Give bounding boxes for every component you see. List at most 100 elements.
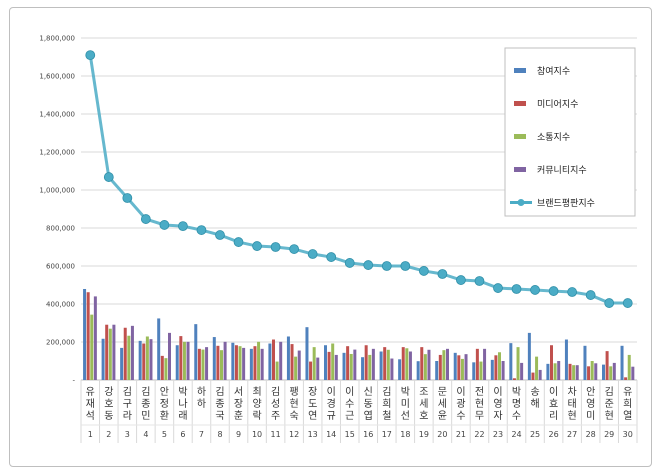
bar-소통지수 (164, 358, 168, 380)
bar-미디어지수 (531, 372, 535, 380)
index-label: 4 (143, 430, 148, 439)
legend-swatch (514, 167, 526, 172)
y-tick-label: 1,200,000 (39, 149, 75, 157)
legend (504, 47, 636, 217)
legend-swatch (514, 68, 526, 73)
bar-소통지수 (423, 354, 427, 380)
bar-미디어지수 (568, 363, 572, 380)
bar-커뮤니티지수 (594, 363, 598, 380)
line-point (233, 237, 244, 247)
bar-소통지수 (553, 363, 557, 380)
bar-참여지수 (361, 357, 365, 380)
bar-참여지수 (286, 336, 290, 380)
line-point (344, 258, 355, 268)
line-point (326, 252, 337, 262)
bar-미디어지수 (383, 347, 387, 380)
line-point (159, 220, 170, 230)
index-label: 25 (530, 430, 540, 439)
legend-swatch (514, 101, 526, 106)
bar-소통지수 (405, 348, 409, 380)
y-tick-label: 1,400,000 (39, 111, 75, 119)
line-point (511, 284, 522, 294)
bar-미디어지수 (550, 345, 553, 380)
index-label: 2 (106, 430, 111, 439)
bar-미디어지수 (438, 354, 442, 380)
bar-미디어지수 (216, 345, 220, 380)
index-label: 7 (199, 430, 204, 439)
bar-미디어지수 (364, 345, 368, 380)
bar-소통지수 (127, 335, 131, 380)
bar-소통지수 (275, 361, 279, 380)
bar-참여지수 (602, 364, 605, 380)
legend-label: 소통지수 (537, 132, 570, 143)
bar-커뮤니티지수 (93, 296, 97, 380)
bar-소통지수 (368, 354, 372, 380)
line-point (140, 214, 151, 224)
index-label: 30 (623, 430, 633, 439)
line-point (178, 221, 188, 232)
index-label: 14 (326, 430, 336, 439)
index-label: 1 (88, 430, 93, 439)
bar-소통지수 (516, 347, 520, 380)
index-label: 16 (363, 430, 373, 439)
bar-미디어지수 (272, 339, 275, 380)
bar-참여지수 (120, 347, 124, 380)
bar-소통지수 (182, 341, 186, 380)
y-tick-label: 1,800,000 (39, 35, 75, 43)
index-label: 28 (586, 430, 596, 439)
bar-참여지수 (490, 359, 494, 380)
index-label: 10 (252, 430, 262, 439)
bar-소통지수 (627, 354, 631, 380)
bar-미디어지수 (86, 292, 90, 380)
index-label: 21 (456, 430, 466, 439)
line-point (85, 50, 96, 60)
bar-미디어지수 (605, 351, 609, 380)
line-point (103, 172, 114, 182)
index-label: 18 (400, 430, 410, 439)
bar-미디어지수 (290, 344, 294, 380)
bar-미디어지수 (346, 346, 350, 380)
index-label: 12 (289, 430, 299, 439)
bar-커뮤니티지수 (371, 348, 375, 380)
bar-커뮤니티지수 (612, 362, 616, 380)
bar-소통지수 (108, 328, 112, 380)
bar-참여지수 (342, 352, 346, 380)
bar-커뮤니티지수 (464, 354, 468, 380)
bar-커뮤니티지수 (631, 366, 635, 380)
bar-소통지수 (294, 356, 298, 380)
line-point (307, 249, 318, 259)
bar-소통지수 (257, 341, 261, 380)
bar-커뮤니티지수 (186, 341, 190, 380)
bar-미디어지수 (105, 324, 109, 380)
bar-참여지수 (564, 339, 568, 380)
bar-미디어지수 (309, 361, 313, 380)
bar-미디어지수 (142, 343, 146, 380)
legend-label: 참여지수 (537, 65, 570, 77)
y-tick-label: 1,600,000 (39, 73, 75, 81)
line-point (418, 266, 429, 276)
legend-label: 미디어지수 (537, 99, 578, 110)
bar-참여지수 (175, 345, 179, 380)
bar-커뮤니티지수 (260, 348, 264, 380)
index-label: 13 (308, 430, 318, 439)
bar-소통지수 (201, 349, 205, 380)
bar-커뮤니티지수 (334, 354, 338, 380)
y-tick-label: 600,000 (46, 263, 75, 271)
bar-미디어지수 (234, 345, 238, 380)
line-point (252, 241, 262, 251)
bar-참여지수 (620, 345, 624, 380)
bar-참여지수 (157, 318, 161, 380)
line-point (585, 290, 596, 300)
